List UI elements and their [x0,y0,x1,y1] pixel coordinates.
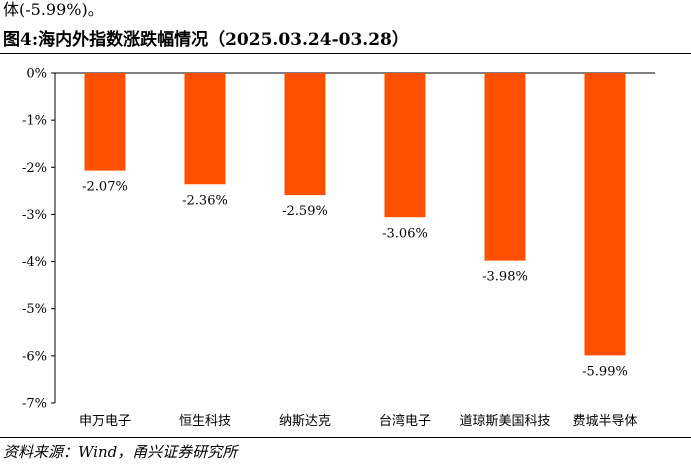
data-label: -2.36% [182,193,228,208]
y-tick-label: 0% [26,67,47,82]
y-tick-label: -7% [22,397,47,412]
figure-title: 图4:海内外指数涨跌幅情况（2025.03.24-03.28） [3,30,409,50]
data-label: -2.07% [82,180,128,195]
bar [284,73,326,196]
bar [384,73,426,218]
source-note: 资料来源：Wind，甬兴证券研究所 [3,443,238,461]
title-divider [0,53,691,54]
source-divider [0,437,691,438]
bar [484,73,526,261]
bar [184,73,226,185]
data-label: -2.59% [282,204,328,219]
x-category-label: 恒生科技 [179,414,231,429]
y-tick-label: -6% [22,349,47,364]
y-tick-label: -3% [22,208,47,223]
y-tick-label: -1% [22,114,47,129]
y-tick-label: -5% [22,302,47,317]
data-label: -5.99% [582,364,628,379]
x-category-label: 申万电子 [79,414,131,429]
intro-text-fragment: 体(-5.99%)。 [3,0,104,19]
y-tick-label: -4% [22,255,47,270]
x-category-label: 台湾电子 [379,413,431,429]
x-category-label: 道琼斯美国科技 [459,414,550,429]
y-tick-label: -2% [22,161,47,176]
data-label: -3.06% [382,226,428,241]
x-category-label: 纳斯达克 [279,414,331,429]
x-category-label: 费城半导体 [572,414,637,429]
bar [584,73,626,356]
bar [84,73,126,171]
data-label: -3.98% [482,270,528,285]
